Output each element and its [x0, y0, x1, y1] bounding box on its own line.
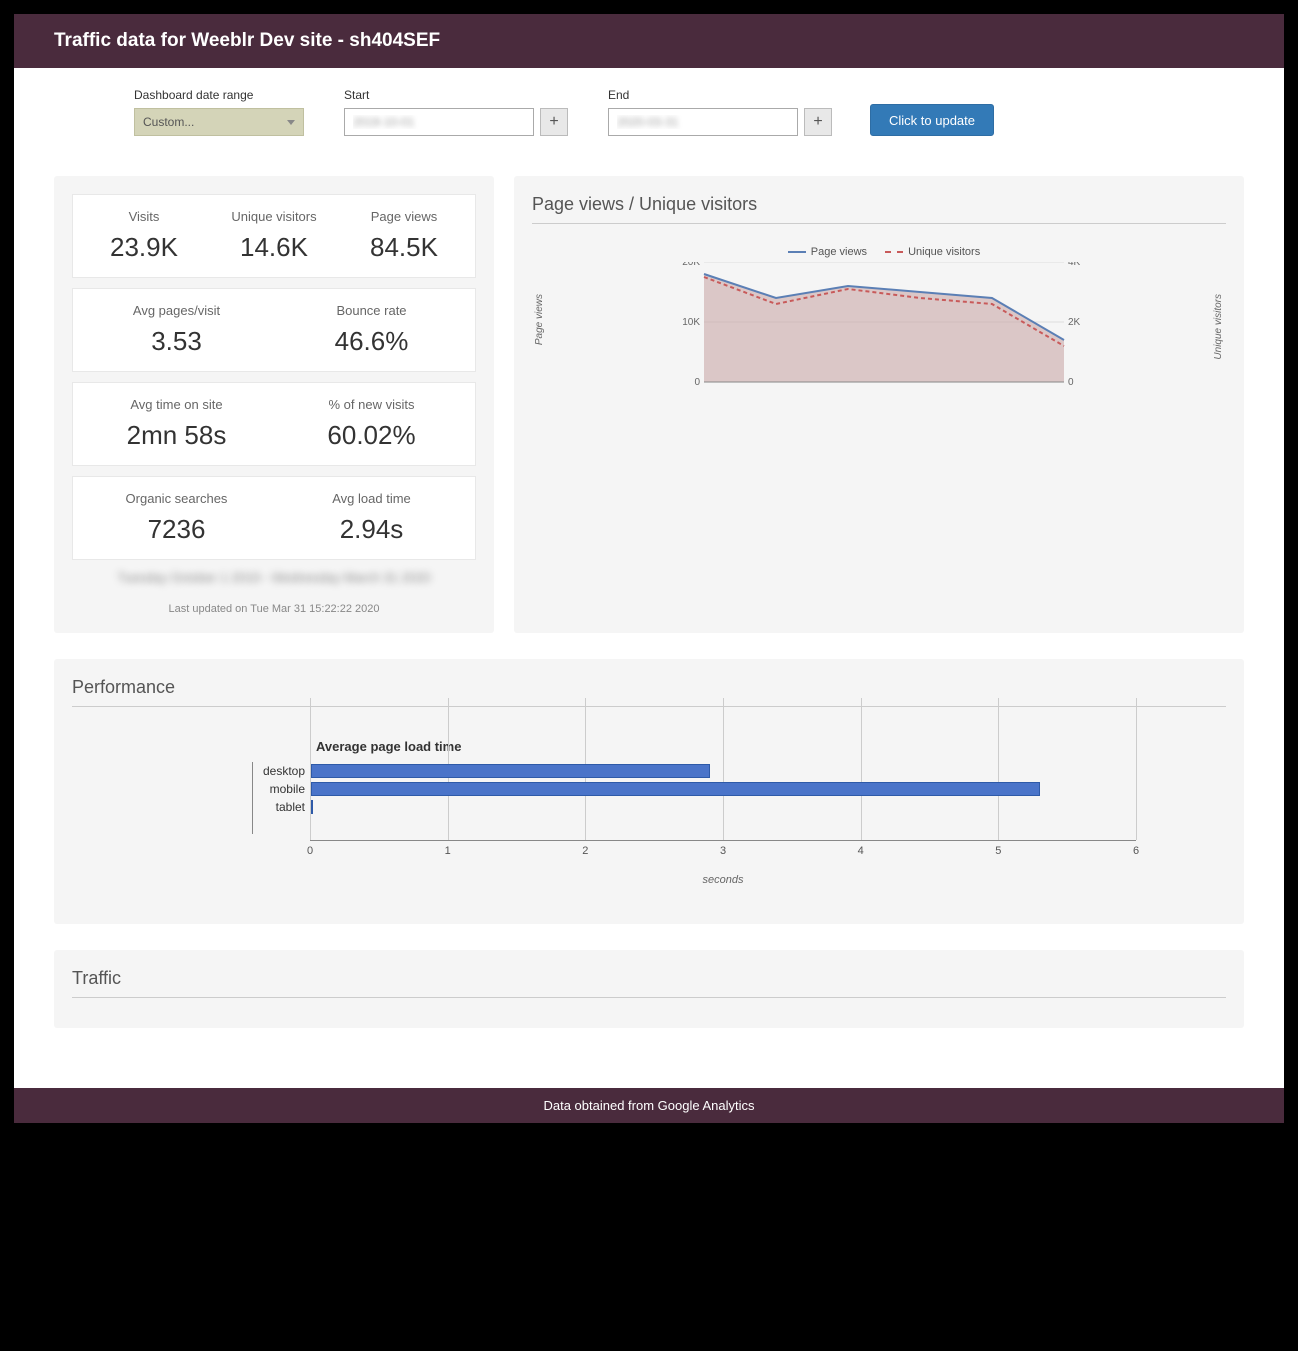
app-frame: Traffic data for Weeblr Dev site - sh404…: [14, 14, 1284, 1123]
controls-row: Dashboard date range Custom... Start + E…: [14, 68, 1284, 156]
update-button[interactable]: Click to update: [870, 104, 994, 136]
metric-card: Visits 23.9KUnique visitors 14.6KPage view…: [72, 194, 476, 278]
metric-label: Bounce rate: [274, 303, 469, 318]
bar-row: desktop: [253, 762, 1136, 780]
bar-category: desktop: [253, 764, 311, 778]
bar-tick: 5: [995, 845, 1001, 857]
metric-label: Unique visitors: [209, 209, 339, 224]
metric: Page views 84.5K: [339, 209, 469, 263]
metric-label: Avg pages/visit: [79, 303, 274, 318]
legend-uv: Unique visitors: [908, 246, 980, 258]
metric-label: Avg load time: [274, 491, 469, 506]
metric-label: Visits: [79, 209, 209, 224]
bar-category: tablet: [253, 800, 311, 814]
metric-label: Page views: [339, 209, 469, 224]
metric-card: Avg time on site 2mn 58s% of new visits 60…: [72, 382, 476, 466]
svg-text:10K: 10K: [682, 317, 700, 328]
legend-swatch-pv: [788, 251, 806, 253]
metric-value: 7236: [79, 514, 274, 545]
metric-label: Avg time on site: [79, 397, 274, 412]
range-label: Dashboard date range: [134, 88, 304, 102]
svg-text:2K: 2K: [1068, 317, 1081, 328]
metric: Visits 23.9K: [79, 209, 209, 263]
metric: Unique visitors 14.6K: [209, 209, 339, 263]
svg-text:0: 0: [694, 377, 700, 388]
bar-fill: [311, 764, 710, 778]
metrics-panel: Visits 23.9KUnique visitors 14.6KPage view…: [54, 176, 494, 633]
bar-row: tablet: [253, 798, 1136, 816]
last-updated: Last updated on Tue Mar 31 15:22:22 2020: [72, 603, 476, 615]
metric: Avg time on site 2mn 58s: [79, 397, 274, 451]
bar-tick: 4: [858, 845, 864, 857]
metric-value: 2mn 58s: [79, 420, 274, 451]
legend-swatch-uv: [885, 251, 903, 253]
end-plus-button[interactable]: +: [804, 108, 832, 136]
start-plus-button[interactable]: +: [540, 108, 568, 136]
bar-fill: [311, 800, 313, 814]
metric-value: 84.5K: [339, 232, 469, 263]
metric-label: Organic searches: [79, 491, 274, 506]
line-chart-title: Page views / Unique visitors: [532, 194, 1226, 224]
svg-text:4K: 4K: [1068, 262, 1081, 268]
footer-bar: Data obtained from Google Analytics: [14, 1088, 1284, 1123]
bar-tick: 1: [445, 845, 451, 857]
start-date-input[interactable]: [344, 108, 534, 136]
metric-value: 14.6K: [209, 232, 339, 263]
metric: Avg pages/visit 3.53: [79, 303, 274, 357]
date-range-select[interactable]: Custom...: [134, 108, 304, 136]
svg-text:20K: 20K: [682, 262, 700, 268]
bar-row: mobile: [253, 780, 1136, 798]
metric-value: 3.53: [79, 326, 274, 357]
metric-value: 23.9K: [79, 232, 209, 263]
line-chart-svg: 0 10K 20K 0 2K 4K: [562, 262, 1206, 402]
metric: % of new visits 60.02%: [274, 397, 469, 451]
metric: Avg load time 2.94s: [274, 491, 469, 545]
metric: Bounce rate 46.6%: [274, 303, 469, 357]
legend-pv: Page views: [811, 246, 867, 258]
date-range-blurred: Tuesday October 1 2019 - Wednesday March…: [72, 570, 476, 585]
chevron-down-icon: [287, 120, 295, 125]
chart-legend: Page views Unique visitors: [562, 246, 1206, 258]
svg-text:0: 0: [1068, 377, 1074, 388]
metric-card: Avg pages/visit 3.53Bounce rate 46.6%: [72, 288, 476, 372]
metric-label: % of new visits: [274, 397, 469, 412]
metric-value: 60.02%: [274, 420, 469, 451]
traffic-panel: Traffic: [54, 950, 1244, 1028]
bar-fill: [311, 782, 1040, 796]
bar-tick: 2: [582, 845, 588, 857]
traffic-title: Traffic: [72, 968, 1226, 998]
metric-value: 2.94s: [274, 514, 469, 545]
footer-text: Data obtained from Google Analytics: [543, 1098, 754, 1113]
metric-value: 46.6%: [274, 326, 469, 357]
end-date-input[interactable]: [608, 108, 798, 136]
bar-tick: 6: [1133, 845, 1139, 857]
line-chart-panel: Page views / Unique visitors Page views …: [514, 176, 1244, 633]
range-value: Custom...: [143, 115, 194, 129]
performance-panel: Performance Average page load time deskt…: [54, 659, 1244, 924]
bar-x-label: seconds: [310, 874, 1136, 886]
metric: Organic searches 7236: [79, 491, 274, 545]
header-bar: Traffic data for Weeblr Dev site - sh404…: [14, 14, 1284, 68]
start-label: Start: [344, 88, 568, 102]
bar-tick: 0: [307, 845, 313, 857]
performance-title: Performance: [72, 677, 1226, 707]
y-right-label: Unique visitors: [1213, 294, 1224, 360]
end-label: End: [608, 88, 832, 102]
bar-tick: 3: [720, 845, 726, 857]
metric-card: Organic searches 7236Avg load time 2.94s: [72, 476, 476, 560]
y-left-label: Page views: [534, 294, 545, 345]
bar-chart-title: Average page load time: [316, 739, 1136, 754]
bar-category: mobile: [253, 782, 311, 796]
page-title: Traffic data for Weeblr Dev site - sh404…: [54, 30, 440, 51]
